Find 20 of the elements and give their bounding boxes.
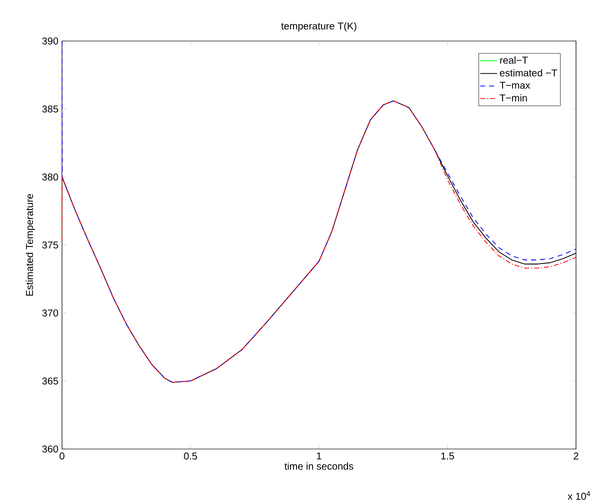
y-tick-label: 380 bbox=[42, 173, 58, 181]
legend-label: T−max bbox=[500, 82, 530, 89]
y-tick-label: 375 bbox=[42, 241, 58, 249]
x-axis-title: time in seconds bbox=[284, 462, 354, 470]
x-tick-label: 1 bbox=[317, 452, 322, 460]
legend-label: T−min bbox=[500, 94, 527, 102]
y-axis-title: Estimated Temperature bbox=[26, 194, 36, 296]
y-tick-label: 385 bbox=[42, 105, 58, 113]
x-tick-label: 0.5 bbox=[184, 452, 198, 460]
legend-label: estimated −T bbox=[500, 69, 558, 76]
text: x 10$^{4}$ bbox=[568, 491, 590, 500]
y-tick-label: 390 bbox=[42, 37, 58, 45]
x-tick-label: 0 bbox=[60, 452, 64, 460]
x-tick-label: 1.5 bbox=[441, 452, 454, 460]
chart-title: temperature T(K) bbox=[281, 22, 356, 32]
x-tick-label: 2 bbox=[574, 452, 578, 460]
y-tick-label: 360 bbox=[42, 445, 58, 453]
y-tick-label: 370 bbox=[42, 309, 58, 317]
y-tick-label: 365 bbox=[42, 377, 58, 385]
legend-label: real−T bbox=[500, 56, 528, 64]
